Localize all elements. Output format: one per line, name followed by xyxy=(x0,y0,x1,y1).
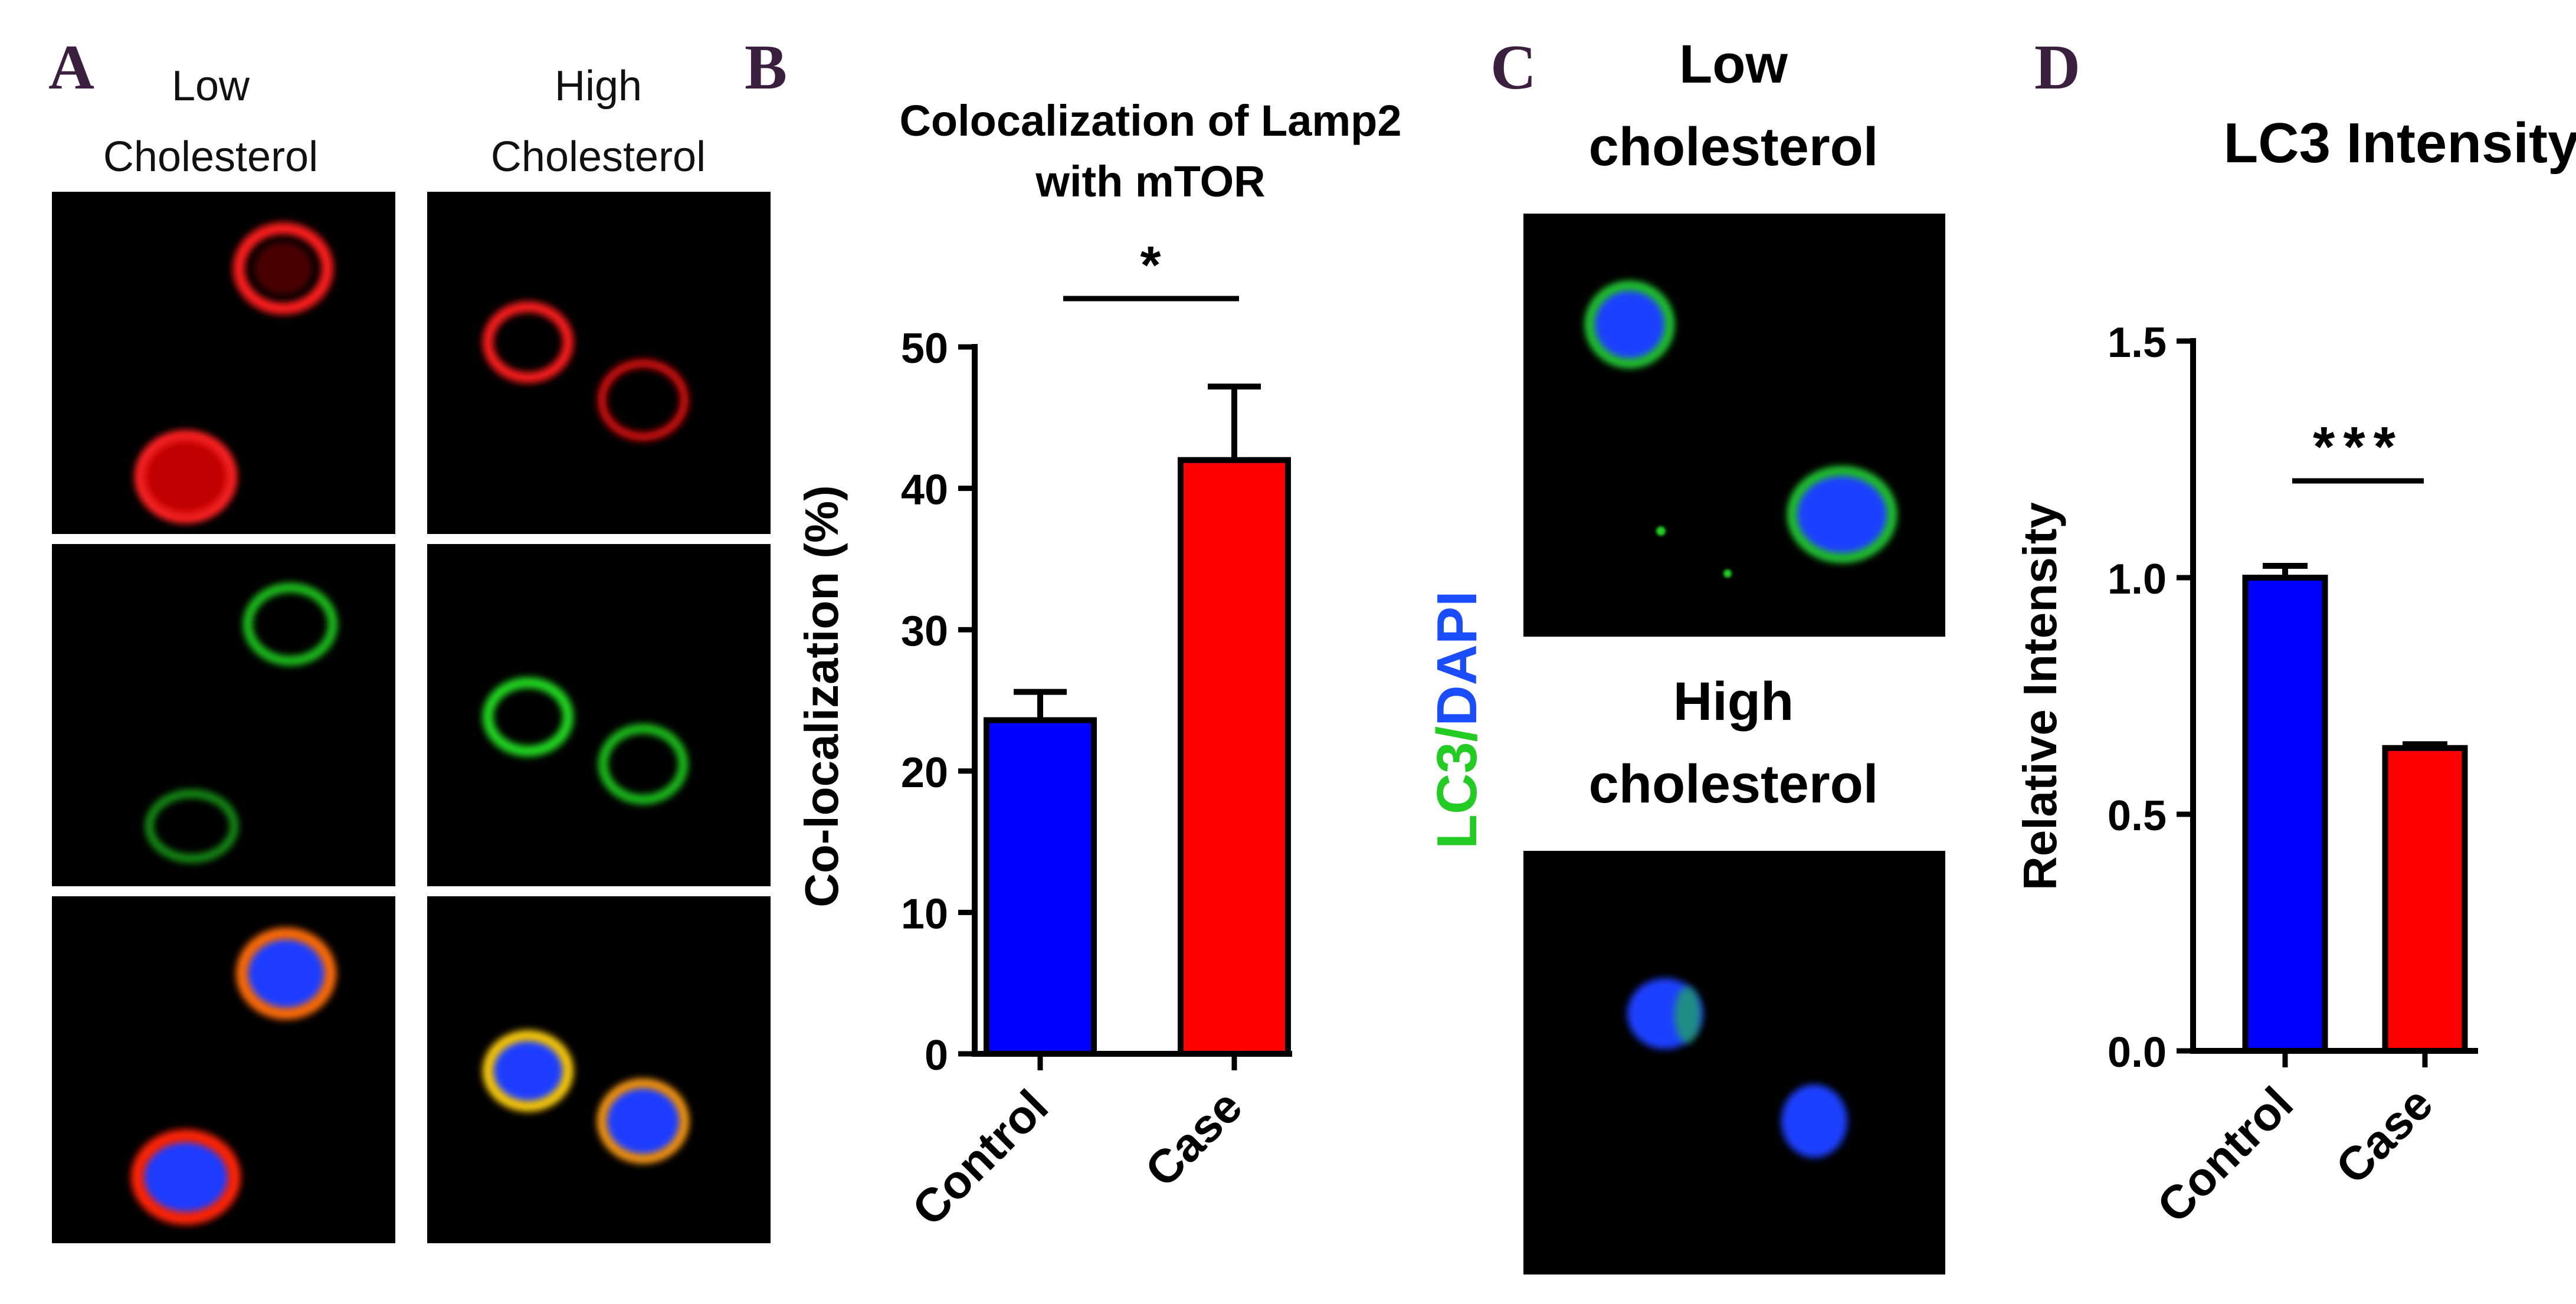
chart-b-bar-case xyxy=(1178,457,1291,1057)
micrograph-high-merge xyxy=(427,896,771,1243)
chart-d-ytick-label-0: 0.0 xyxy=(2108,1029,2167,1076)
micrograph-low-merge xyxy=(52,896,395,1243)
c-label-low-line1: Low xyxy=(1679,34,1788,94)
panel-c-letter: C xyxy=(1490,32,1536,103)
micrograph-c-high xyxy=(1523,851,1945,1274)
c-stain-dapi: DAPI xyxy=(1425,591,1489,726)
chart-d-ylabel: Relative Intensity xyxy=(2014,502,2066,890)
panel-d-letter: D xyxy=(2034,32,2080,103)
chart-b-ytick-label-5: 50 xyxy=(901,325,948,372)
col-label-low-line1: Low xyxy=(172,63,250,110)
chart-b-ytick-label-0: 0 xyxy=(925,1032,948,1079)
chart-d-bar-control xyxy=(2242,575,2328,1054)
micrograph-low-lamp2 xyxy=(52,192,395,534)
col-label-high-line1: High xyxy=(555,63,642,110)
micrograph-high-mtor xyxy=(427,544,771,886)
chart-b-ylabel: Co-localization (%) xyxy=(795,485,848,907)
panel-b-letter: B xyxy=(745,32,787,103)
chart-d-plot: Control Case 0.0 0.5 1.0 1.5 xyxy=(2108,319,2478,1233)
panel-a-letter: A xyxy=(48,32,94,103)
chart-d-title: LC3 Intensity xyxy=(2224,112,2576,175)
chart-d-ytick-label-3: 1.5 xyxy=(2108,319,2167,366)
chart-b-plot: Control Case 0 10 20 30 40 50 xyxy=(901,325,1292,1236)
chart-b-ytick-label-4: 40 xyxy=(901,467,948,514)
chart-d-bar-case xyxy=(2382,745,2468,1054)
col-label-low-line2: Cholesterol xyxy=(103,133,318,181)
chart-b-bar-control xyxy=(984,717,1097,1057)
chart-d-ytick-label-2: 1.0 xyxy=(2108,556,2167,603)
chart-b-ytick-label-1: 10 xyxy=(901,890,948,938)
chart-d-category-label-case: Case xyxy=(2326,1077,2443,1194)
c-stain-lc3: LC3 xyxy=(1425,742,1489,848)
micrograph-low-mtor xyxy=(52,544,395,886)
c-stain-label: LC3/DAPI xyxy=(1425,591,1489,848)
chart-b-title-line2: with mTOR xyxy=(1035,157,1265,206)
chart-d-category-label-control: Control xyxy=(2147,1077,2303,1233)
c-label-high-line1: High xyxy=(1673,671,1794,732)
panel-c: C Low cholesterol High cholesterol LC3/D… xyxy=(1425,32,1945,1274)
chart-b-significance: * xyxy=(1140,236,1161,295)
chart-b-title-line1: Colocalization of Lamp2 xyxy=(899,96,1401,145)
panel-b: B Colocalization of Lamp2 with mTOR * Co… xyxy=(745,32,1402,1236)
panel-d: D LC3 Intensity *** Relative Intensity C… xyxy=(2014,32,2576,1233)
chart-b-ytick-label-3: 30 xyxy=(901,608,948,655)
col-label-high-line2: Cholesterol xyxy=(491,133,706,181)
micrograph-high-lamp2 xyxy=(427,192,771,534)
chart-d-ytick-label-1: 0.5 xyxy=(2108,792,2167,840)
micrograph-c-low xyxy=(1523,214,1945,637)
chart-b-category-label-case: Case xyxy=(1135,1080,1252,1197)
panel-a: A Low Cholesterol High Cholesterol xyxy=(48,32,771,1243)
chart-b-category-label-control: Control xyxy=(902,1080,1058,1236)
chart-d-significance: *** xyxy=(2313,415,2404,479)
c-label-low-line2: cholesterol xyxy=(1589,117,1879,177)
chart-b-ytick-label-2: 20 xyxy=(901,749,948,797)
c-label-high-line2: cholesterol xyxy=(1589,754,1879,814)
c-stain-sep: / xyxy=(1425,726,1489,742)
